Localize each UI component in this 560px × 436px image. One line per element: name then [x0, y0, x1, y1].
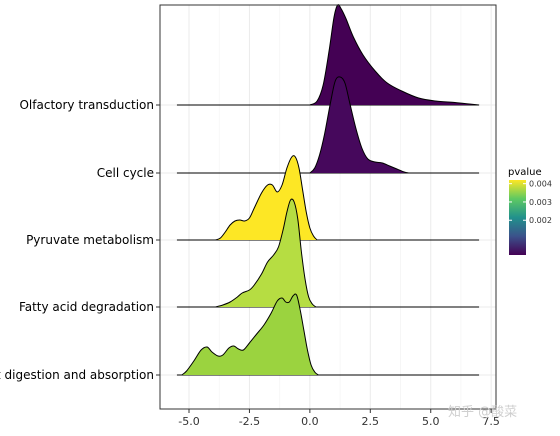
ridges [176, 4, 480, 376]
ridge-density-outline [309, 76, 410, 174]
x-tick-label: -5.0 [178, 415, 199, 428]
legend-tick-label: 0.003 [529, 198, 552, 207]
ridge-fatty-acid-degradation [176, 198, 480, 308]
x-tick-label: 0.0 [301, 415, 319, 428]
axes: -5.0 -2.5 0.0 2.5 5.0 7.5 Olfactory transducti… [0, 98, 500, 428]
ridge-fat-digestion-and-absorption [176, 293, 480, 376]
y-category-label: Fat digestion and absorption [0, 368, 154, 382]
panel-border [159, 4, 497, 410]
ridge-density-outline [309, 4, 480, 106]
x-tick-label: -2.5 [239, 415, 260, 428]
y-category-label: Pyruvate metabolism [26, 233, 154, 247]
x-tick-label: 5.0 [422, 415, 440, 428]
ridge-density-fill [181, 293, 319, 375]
legend-tick-label: 0.002 [529, 216, 552, 225]
y-category-label: Cell cycle [97, 166, 154, 180]
ridge-density-fill [215, 199, 316, 307]
x-tick-label: 2.5 [362, 415, 380, 428]
ridge-density-outline [181, 293, 319, 376]
ridge-cell-cycle [176, 76, 480, 174]
y-category-label: Olfactory transduction [19, 98, 154, 112]
legend-title: pvalue [508, 167, 542, 178]
legend-tick-label: 0.004 [529, 180, 552, 189]
y-category-label: Fatty acid degradation [19, 300, 154, 314]
ridge-olfactory-transduction [176, 4, 480, 106]
ridge-density-fill [309, 76, 409, 173]
ridge-density-fill [309, 4, 480, 105]
legend: pvalue 0.004 0.003 0.002 [508, 167, 552, 255]
ridge-density-outline [215, 155, 318, 241]
x-tick-label: 7.5 [482, 415, 500, 428]
ridge-density-outline [215, 198, 317, 308]
watermark: 知乎 @酸菜 [448, 404, 517, 420]
legend-colorbar [509, 180, 526, 255]
